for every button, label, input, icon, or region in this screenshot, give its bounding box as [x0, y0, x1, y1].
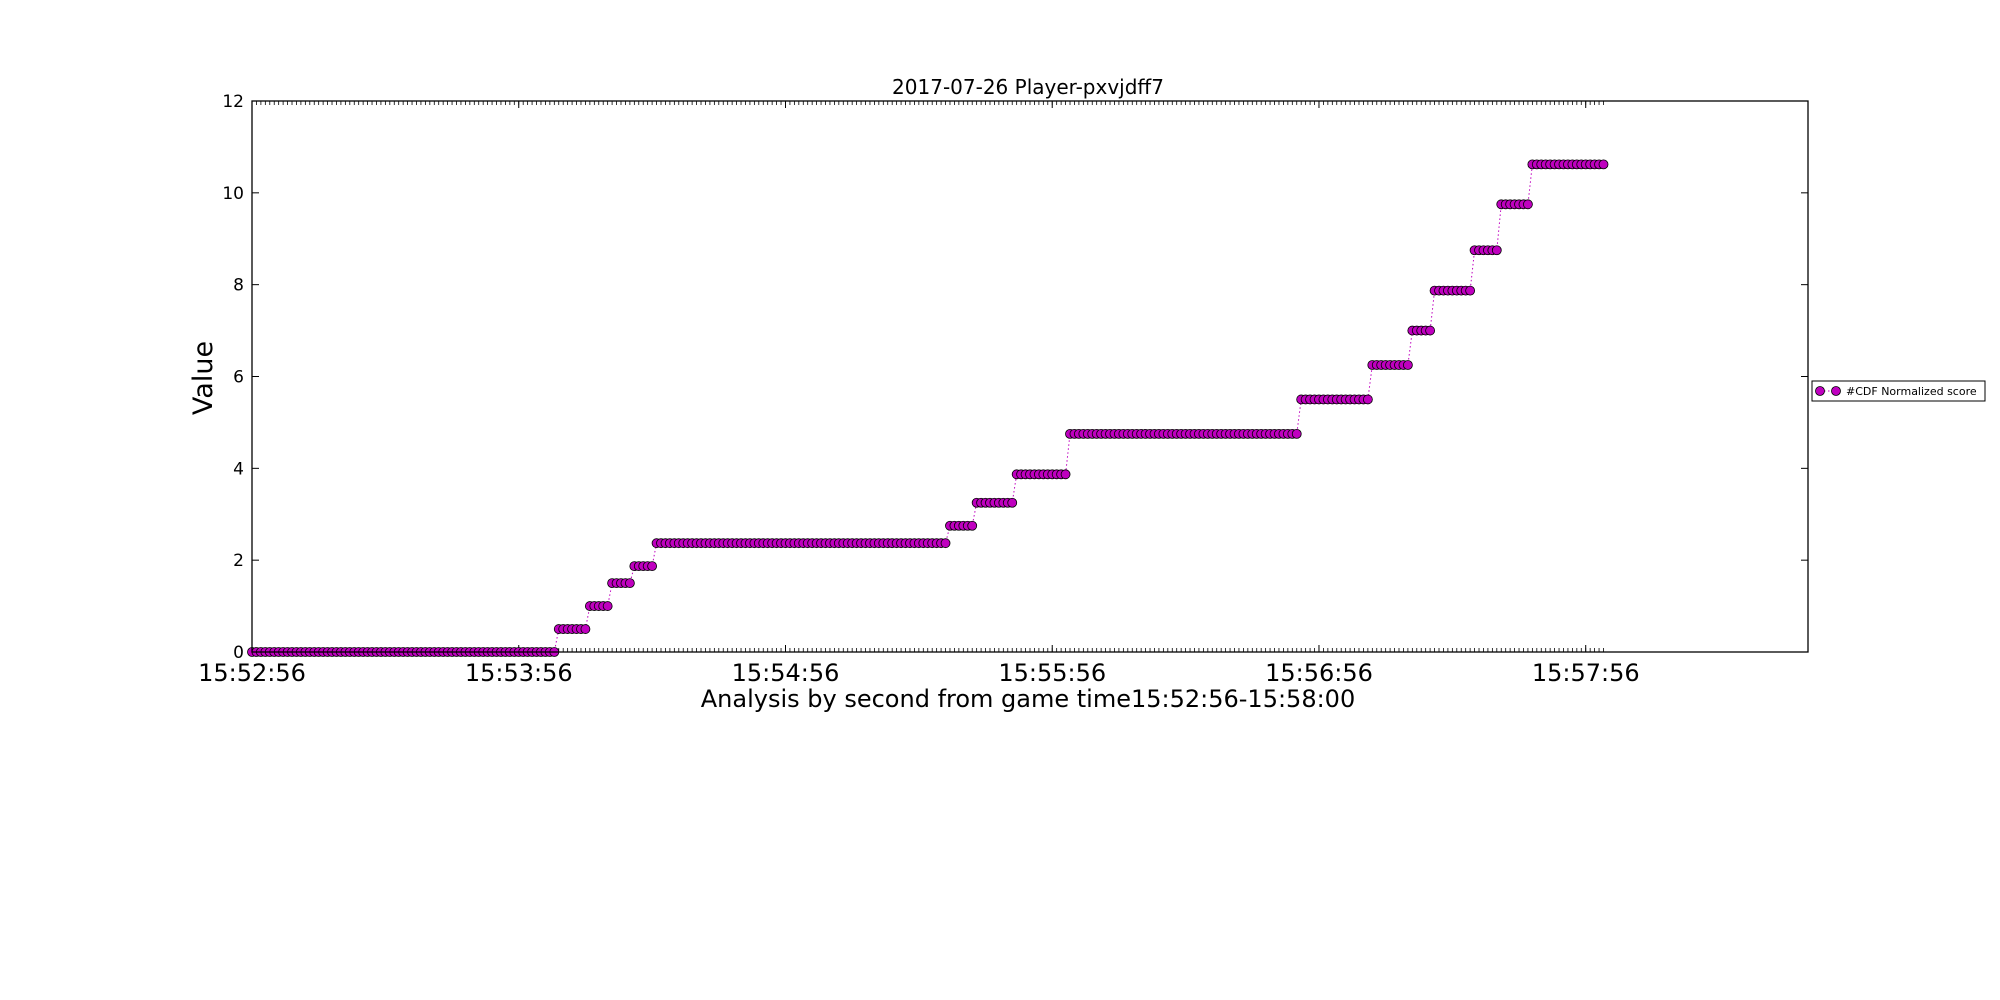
data-point [1362, 394, 1373, 405]
data-point [1523, 199, 1533, 210]
legend-marker-left [1815, 386, 1825, 396]
x-tick-label: 15:53:56 [465, 659, 573, 687]
y-tick-label: 2 [233, 551, 244, 571]
chart-title: 2017-07-26 Player-pxvjdff7 [892, 75, 1164, 99]
x-tick-label: 15:52:56 [198, 659, 306, 687]
y-tick-label: 10 [222, 184, 244, 204]
y-axis-label: Value [188, 341, 219, 415]
data-point [1491, 245, 1502, 256]
data-point [580, 624, 591, 634]
series-line-group [252, 163, 1604, 653]
y-tick-label: 6 [233, 368, 244, 388]
data-point [1425, 325, 1436, 336]
plot-frame [251, 100, 1809, 653]
legend-label: #CDF Normalized score [1846, 385, 1977, 398]
y-axis-ticks: 0 2 4 6 8 10 12 [222, 92, 1808, 663]
x-tick-label: 15:54:56 [732, 659, 840, 687]
y-tick-label: 4 [233, 459, 244, 479]
data-point [624, 578, 635, 589]
x-tick-label: 15:56:56 [1265, 659, 1373, 687]
data-point [1007, 497, 1018, 508]
data-point [647, 561, 658, 572]
data-point [1291, 428, 1302, 439]
data-point [1402, 360, 1413, 370]
data-point [1598, 159, 1609, 170]
legend: #CDF Normalized score [1811, 380, 1986, 402]
data-point [940, 538, 951, 549]
x-axis-ticks: 15:52:56 15:53:56 15:54:56 15:55:56 15:56:56… [198, 101, 1640, 687]
y-tick-label: 0 [233, 643, 244, 663]
data-point [1465, 285, 1476, 296]
series-points-group [247, 159, 1609, 657]
data-point [967, 520, 978, 531]
data-point [602, 601, 613, 611]
data-point [1060, 469, 1071, 480]
y-tick-label: 12 [222, 92, 244, 112]
x-tick-label: 15:55:56 [998, 659, 1106, 687]
legend-marker-right [1831, 386, 1841, 396]
y-tick-label: 8 [233, 276, 244, 296]
legend-box [1811, 380, 1986, 402]
x-axis-label: Analysis by second from game time15:52:5… [701, 685, 1355, 713]
x-minor-ticks [251, 101, 1604, 652]
series-line [252, 163, 1604, 653]
x-tick-label: 15:57:56 [1532, 659, 1640, 687]
